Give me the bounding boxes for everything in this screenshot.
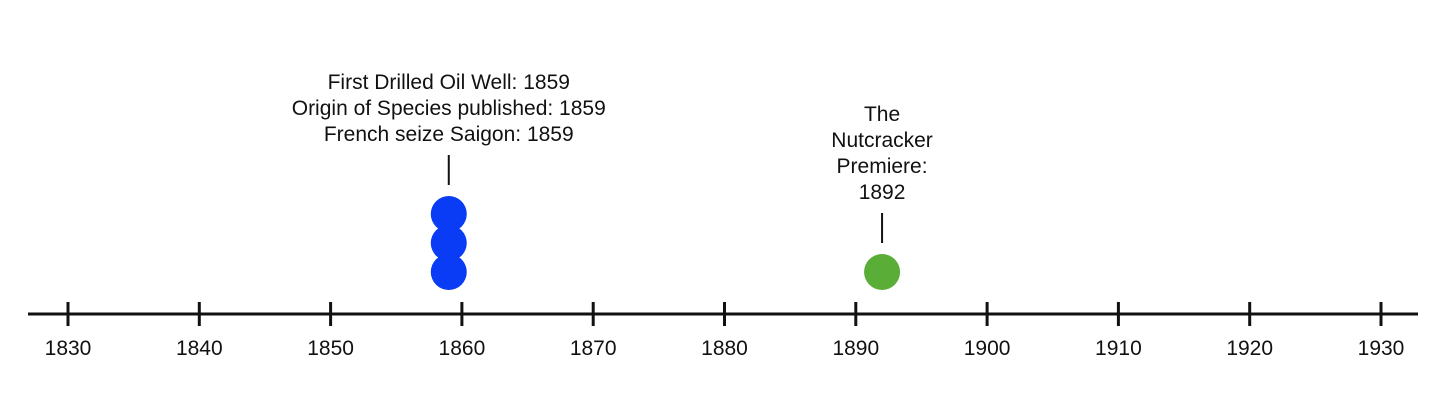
tick-label-1890: 1890 [832, 337, 879, 360]
event-label-line: French seize Saigon: 1859 [324, 123, 574, 146]
tick-label-1860: 1860 [439, 337, 486, 360]
tick-label-1870: 1870 [570, 337, 617, 360]
tick-label-1830: 1830 [45, 337, 92, 360]
event-label-line: Premiere: [837, 155, 928, 178]
tick-label-1880: 1880 [701, 337, 748, 360]
event-label-line: Nutcracker [831, 129, 933, 152]
event-marker-french-seize-saigon[interactable] [430, 196, 467, 232]
axis-ticks: 1830 1840 1850 1860 1870 1880 1890 1900 1910 1920… [45, 302, 1405, 360]
event-group-1892: The Nutcracker Premiere: 1892 [831, 103, 933, 290]
event-marker-origin-of-species-published[interactable] [430, 225, 467, 261]
tick-label-1930: 1930 [1358, 337, 1405, 360]
timeline-events: First Drilled Oil Well: 1859 Origin of Sp… [292, 71, 933, 290]
event-group-1859: First Drilled Oil Well: 1859 Origin of Sp… [292, 71, 606, 290]
event-label-line: First Drilled Oil Well: 1859 [328, 71, 570, 94]
event-marker-the-nutcracker-premiere[interactable] [864, 254, 901, 290]
event-label-line: 1892 [859, 181, 906, 204]
event-marker-first-drilled-oil-well[interactable] [430, 254, 467, 290]
event-label-line: Origin of Species published: 1859 [292, 97, 606, 120]
tick-label-1900: 1900 [964, 337, 1011, 360]
event-label-line: The [864, 103, 900, 126]
tick-label-1840: 1840 [176, 337, 223, 360]
tick-label-1920: 1920 [1226, 337, 1273, 360]
tick-label-1850: 1850 [307, 337, 354, 360]
tick-label-1910: 1910 [1095, 337, 1142, 360]
